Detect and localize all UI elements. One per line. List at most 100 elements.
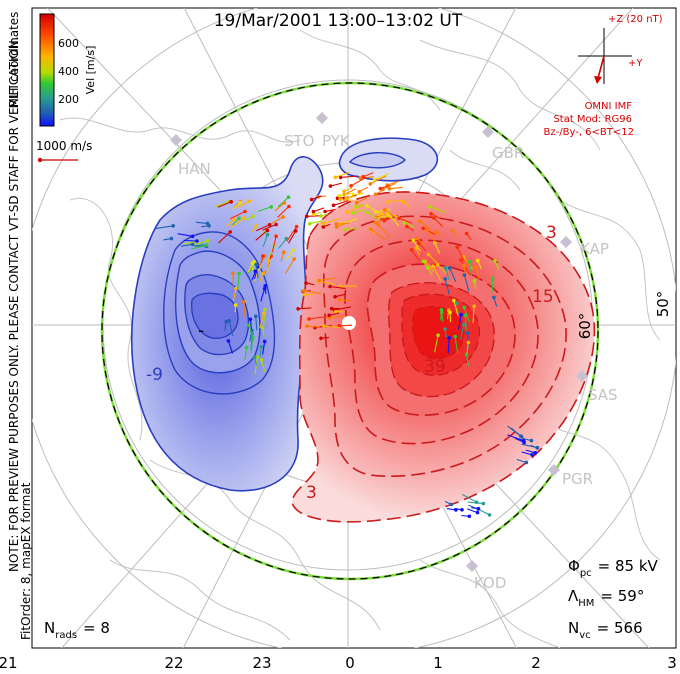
velocity-vector-origin xyxy=(204,243,209,247)
velocity-vector-origin xyxy=(447,336,452,340)
velocity-colorbar: 600 400 200 Vel [m/s] xyxy=(39,13,97,127)
velocity-vector-origin xyxy=(292,257,297,261)
velocity-vector xyxy=(370,175,387,185)
velocity-vector xyxy=(339,299,353,302)
velocity-vector xyxy=(180,243,193,247)
velocity-vector xyxy=(191,244,207,250)
velocity-vector xyxy=(329,315,345,319)
velocity-vector-origin xyxy=(475,510,480,515)
velocity-vector-origin xyxy=(431,264,436,269)
velocity-vector-origin xyxy=(259,358,264,362)
velocity-vector-origin xyxy=(262,286,267,291)
velocity-vector xyxy=(284,258,295,274)
fit-order-label: FitOrder: 8, mapEX format xyxy=(19,482,33,640)
velocity-vector xyxy=(318,280,336,285)
velocity-vector-origin xyxy=(322,324,326,328)
velocity-vector-origin xyxy=(262,339,267,344)
velocity-vector-origin xyxy=(294,224,299,229)
velocity-vector-origin xyxy=(433,240,437,245)
velocity-vector-origin xyxy=(259,345,264,349)
velocity-vector xyxy=(469,261,473,277)
velocity-vector xyxy=(347,205,364,213)
velocity-vector xyxy=(262,223,277,231)
velocity-vector-origin xyxy=(263,284,268,288)
velocity-vector-origin xyxy=(417,241,421,245)
velocity-vector-origin xyxy=(304,281,308,285)
velocity-vector xyxy=(467,508,478,514)
velocity-vector-origin xyxy=(465,331,470,335)
velocity-vector xyxy=(194,240,208,246)
velocity-vector-origin xyxy=(328,284,332,289)
velocity-vector-origin xyxy=(169,236,174,241)
velocity-vector-origin xyxy=(265,228,270,233)
velocity-vector xyxy=(433,217,443,227)
velocity-vector-origin xyxy=(286,195,291,199)
velocity-vector xyxy=(447,337,450,354)
velocity-vector-origin xyxy=(254,262,259,267)
radar-site-gbr: GBR xyxy=(482,126,524,162)
velocity-vector-origin xyxy=(432,216,436,220)
velocity-vector-origin xyxy=(171,224,175,228)
velocity-vector xyxy=(271,236,277,253)
velocity-vector-origin xyxy=(337,298,342,302)
velocity-vector-origin xyxy=(309,197,314,202)
velocity-vector xyxy=(454,336,459,354)
neg-contour-label-min: - xyxy=(198,321,204,341)
radar-site-han: HAN xyxy=(170,134,211,178)
velocity-vector xyxy=(255,230,268,241)
velocity-vector-origin xyxy=(453,334,457,339)
velocity-vector-origin xyxy=(447,266,452,270)
velocity-vector xyxy=(507,434,524,442)
velocity-vector xyxy=(236,200,250,209)
mlt-tick-21: 21 xyxy=(0,654,18,672)
velocity-vector xyxy=(437,264,447,274)
radar-site-kap: KAP xyxy=(560,236,609,258)
velocity-vector-origin xyxy=(462,263,466,268)
velocity-vector xyxy=(343,188,357,196)
velocity-vector-origin xyxy=(354,204,358,209)
velocity-vector-origin xyxy=(421,226,426,231)
velocity-vector-origin xyxy=(467,514,472,519)
velocity-vector-origin xyxy=(382,218,387,223)
velocity-vector-origin xyxy=(492,295,496,300)
velocity-vector xyxy=(250,337,254,353)
velocity-vector-origin xyxy=(255,355,260,359)
svg-text:HAN: HAN xyxy=(178,160,211,178)
velocity-vector xyxy=(434,242,441,254)
velocity-vector-origin xyxy=(224,319,228,324)
velocity-vector xyxy=(323,325,340,329)
velocity-vector-origin xyxy=(252,355,257,359)
velocity-vector xyxy=(419,220,432,230)
velocity-vector-origin xyxy=(459,312,464,317)
velocity-vector-origin xyxy=(402,220,407,225)
velocity-vector-origin xyxy=(343,227,347,232)
velocity-vector xyxy=(243,301,246,319)
velocity-vector xyxy=(196,221,208,224)
velocity-vector-origin xyxy=(462,305,467,310)
velocity-vector-origin xyxy=(342,189,346,194)
velocity-scale: 1000 m/s xyxy=(36,139,92,163)
velocity-vector-origin xyxy=(238,200,243,205)
velocity-vector xyxy=(422,227,436,236)
colorbar-unit: Vel [m/s] xyxy=(84,46,97,95)
velocity-vector-origin xyxy=(232,217,237,222)
velocity-vector-origin xyxy=(244,345,249,350)
velocity-vector-origin xyxy=(411,238,416,243)
velocity-vector xyxy=(339,192,354,197)
velocity-vector xyxy=(445,267,450,281)
velocity-vector-origin xyxy=(328,184,333,188)
velocity-vector xyxy=(250,333,253,350)
velocity-vector-origin xyxy=(333,309,338,314)
colorbar-tick-600: 600 xyxy=(58,37,79,50)
velocity-vector-origin xyxy=(529,438,534,443)
velocity-vector xyxy=(232,288,237,302)
velocity-vector-origin xyxy=(493,259,497,263)
svg-text:PYK: PYK xyxy=(322,132,351,150)
velocity-vector-origin xyxy=(338,284,343,289)
svg-text:KOD: KOD xyxy=(474,574,506,592)
velocity-vector-origin xyxy=(455,301,459,306)
velocity-vector xyxy=(460,259,471,275)
velocity-vector xyxy=(429,206,446,213)
colorbar-tick-200: 200 xyxy=(58,93,79,106)
